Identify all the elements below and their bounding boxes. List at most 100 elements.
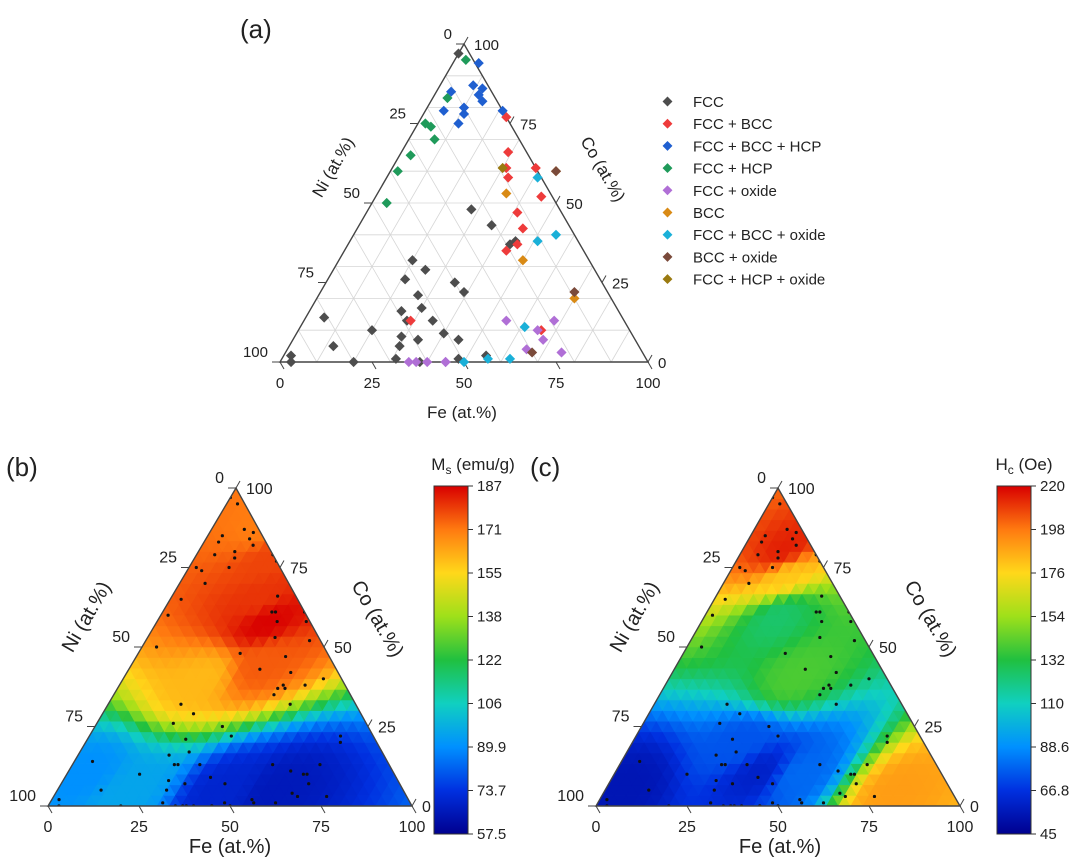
tick-label-fe: 25 — [678, 819, 696, 836]
phase-marker — [381, 197, 392, 209]
phase-marker — [405, 315, 416, 326]
tick-mark — [555, 195, 561, 204]
legend-marker — [662, 274, 673, 285]
ternary-hc-panel: 0 0 0 25 25 25 50 50 50 75 75 75 100 100 100 Fe (at.%)… — [557, 455, 1069, 858]
sample-dot — [723, 763, 727, 767]
axis-title-co: Co (at.%) — [900, 577, 961, 661]
grid-line — [316, 298, 354, 363]
sample-dot — [167, 753, 171, 757]
sample-dot — [229, 734, 233, 738]
legend-marker — [662, 185, 673, 196]
phase-marker — [460, 54, 471, 65]
sample-dot — [289, 769, 293, 773]
phase-marker — [366, 325, 378, 336]
sample-dot — [776, 550, 780, 554]
sample-dot — [758, 804, 762, 806]
panel-label-b: (b) — [6, 452, 38, 482]
sample-dot — [176, 763, 180, 767]
sample-dot — [165, 788, 169, 792]
phase-marker — [400, 274, 411, 285]
sample-dot — [166, 613, 170, 617]
tick-mark — [320, 805, 326, 814]
colorbar-tick-label: 57.5 — [477, 826, 506, 843]
sample-dot — [867, 677, 871, 681]
tick-mark — [601, 275, 607, 283]
phase-marker — [501, 188, 512, 199]
legend-marker — [662, 140, 673, 151]
phase-marker — [466, 204, 477, 215]
sample-dot — [605, 804, 609, 806]
phase-marker — [486, 220, 497, 231]
sample-dot — [191, 712, 196, 716]
phase-marker — [458, 108, 470, 120]
sample-dot — [776, 556, 780, 560]
tick-label-ni: 25 — [703, 550, 721, 567]
sample-dot — [179, 597, 183, 601]
sample-dot — [238, 651, 242, 655]
sample-dot — [305, 772, 309, 776]
phase-marker — [440, 356, 451, 368]
ternary-ticks: 0 0 0 25 25 25 50 50 50 75 75 75 100 100 100 — [243, 26, 666, 392]
sample-dot — [756, 775, 760, 779]
sample-dot — [323, 613, 327, 617]
tick-label-fe: 0 — [592, 819, 601, 836]
sample-dot — [273, 635, 277, 640]
sample-dot — [217, 540, 221, 544]
sample-dot — [184, 737, 188, 741]
sample-dot — [307, 639, 312, 643]
phase-marker — [512, 207, 523, 218]
sample-dot — [843, 794, 847, 799]
phase-marker — [532, 172, 543, 183]
sample-dot — [325, 794, 329, 799]
sample-dot — [647, 788, 651, 792]
tick-label-ni: 50 — [343, 185, 360, 202]
sample-dot — [885, 734, 889, 738]
sample-dot — [721, 804, 726, 806]
sample-dot — [783, 651, 787, 655]
tick-mark — [959, 798, 965, 807]
legend-label: BCC — [693, 205, 725, 222]
tick-label-ni: 100 — [243, 344, 268, 361]
sample-dot — [321, 677, 325, 681]
colorbar-tick-label: 155 — [477, 565, 502, 582]
sample-dot — [800, 801, 804, 805]
sample-dot — [227, 565, 231, 570]
sample-dot — [790, 537, 795, 541]
colorbar-tick-label: 187 — [477, 478, 502, 495]
phase-marker — [538, 334, 549, 345]
sample-dot — [248, 537, 252, 541]
sample-dot — [730, 782, 735, 786]
sample-dot — [798, 798, 802, 802]
tick-label-ni: 100 — [557, 788, 584, 805]
sample-dot — [814, 610, 818, 614]
colorbar-tick-label: 138 — [477, 609, 502, 626]
sample-dot — [304, 619, 308, 624]
phase-marker — [348, 356, 359, 368]
tick-label-ni: 0 — [444, 26, 452, 43]
sample-dot — [235, 502, 240, 506]
tick-label-fe: 100 — [635, 375, 660, 392]
tick-label-co: 75 — [834, 561, 852, 578]
tick-mark — [323, 639, 329, 648]
sample-dot — [790, 505, 795, 509]
sample-dot — [220, 534, 224, 538]
sample-dot — [849, 683, 853, 687]
phase-marker — [407, 255, 418, 266]
sample-dot — [770, 565, 775, 570]
sample-dot — [252, 801, 256, 805]
tick-label-fe: 75 — [548, 375, 565, 392]
phase-marker — [550, 166, 562, 177]
grid-line — [463, 202, 557, 363]
phase-marker — [427, 315, 438, 326]
tick-mark — [868, 805, 874, 814]
ms-contour-fill — [48, 488, 412, 806]
sample-dot — [685, 772, 689, 776]
tick-label-ni: 75 — [297, 265, 314, 282]
sample-dot — [203, 581, 207, 586]
sample-dot — [820, 594, 824, 598]
sample-dot — [338, 740, 342, 745]
legend-label: FCC — [693, 94, 724, 111]
sample-dot — [270, 610, 274, 614]
grid-line — [574, 298, 612, 363]
